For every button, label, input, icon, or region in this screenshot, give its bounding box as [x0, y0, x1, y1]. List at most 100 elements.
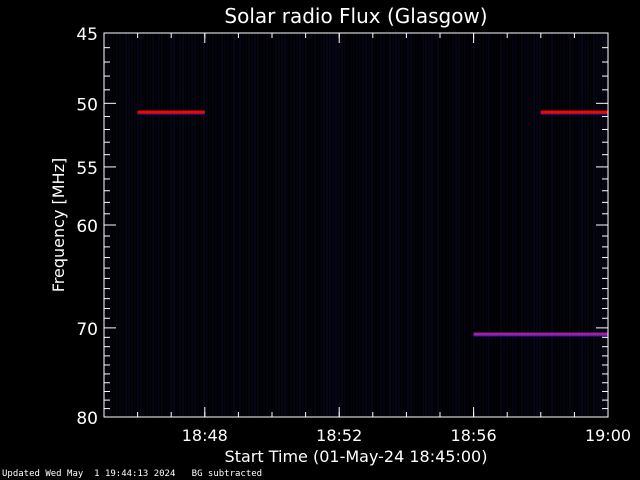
noise-streak	[275, 33, 277, 417]
noise-streak	[326, 33, 328, 417]
noise-streak	[140, 33, 142, 417]
noise-streak	[518, 33, 520, 417]
noise-streak	[344, 33, 346, 417]
noise-streak	[404, 33, 406, 417]
noise-streak	[350, 33, 352, 417]
y-axis: 45 50 55 60 70 80	[76, 25, 608, 429]
noise-streak	[134, 33, 136, 417]
noise-streak	[314, 33, 316, 417]
noise-streak	[338, 33, 340, 417]
noise-streak	[479, 33, 481, 417]
noise-streak	[497, 33, 499, 417]
noise-streak	[578, 33, 580, 417]
noise-streak	[167, 33, 169, 417]
noise-streak	[380, 33, 382, 417]
noise-streak	[434, 33, 436, 417]
noise-streak	[593, 33, 595, 417]
noise-streak	[560, 33, 562, 417]
noise-streak	[335, 33, 337, 417]
noise-streak	[227, 33, 229, 417]
noise-streak	[311, 33, 313, 417]
noise-streak	[476, 33, 478, 417]
noise-streak	[254, 33, 256, 417]
y-tick-label: 55	[76, 159, 98, 179]
noise-streak	[302, 33, 304, 417]
noise-streak	[242, 33, 244, 417]
noise-streak	[515, 33, 517, 417]
noise-streak	[461, 33, 463, 417]
noise-streak	[173, 33, 175, 417]
noise-streak	[512, 33, 514, 417]
noise-streak	[506, 33, 508, 417]
noise-streak	[527, 33, 529, 417]
noise-streak	[554, 33, 556, 417]
noise-streak	[398, 33, 400, 417]
noise-streak	[572, 33, 574, 417]
noise-streak	[185, 33, 187, 417]
noise-streak	[233, 33, 235, 417]
noise-streak	[590, 33, 592, 417]
noise-streak	[524, 33, 526, 417]
plot-area	[103, 32, 609, 418]
bg-subtracted-note: BG subtracted	[191, 469, 263, 479]
emission-band	[540, 110, 608, 114]
noise-streak	[449, 33, 451, 417]
noise-streak	[443, 33, 445, 417]
noise-streak	[464, 33, 466, 417]
noise-streak	[545, 33, 547, 417]
noise-streak	[266, 33, 268, 417]
noise-streak	[386, 33, 388, 417]
noise-streak	[152, 33, 154, 417]
noise-streak	[116, 33, 118, 417]
noise-streak	[320, 33, 322, 417]
noise-streak	[587, 33, 589, 417]
noise-streak	[467, 33, 469, 417]
noise-streak	[209, 33, 211, 417]
noise-streak	[368, 33, 370, 417]
x-axis-label: Start Time (01-May-24 18:45:00)	[225, 447, 488, 466]
noise-streak	[179, 33, 181, 417]
noise-streak	[425, 33, 427, 417]
noise-streak	[566, 33, 568, 417]
noise-streak	[374, 33, 376, 417]
noise-streak	[284, 33, 286, 417]
noise-streak	[455, 33, 457, 417]
noise-streak	[551, 33, 553, 417]
noise-streak	[128, 33, 130, 417]
noise-streak	[194, 33, 196, 417]
noise-streak	[539, 33, 541, 417]
noise-streak	[287, 33, 289, 417]
noise-streak	[371, 33, 373, 417]
noise-streak	[215, 33, 217, 417]
noise-streak	[188, 33, 190, 417]
noise-streak	[125, 33, 127, 417]
y-axis-label: Frequency [MHz]	[49, 158, 68, 292]
noise-streak	[263, 33, 265, 417]
noise-streak	[530, 33, 532, 417]
noise-streak	[149, 33, 151, 417]
noise-streak	[416, 33, 418, 417]
noise-streak	[230, 33, 232, 417]
noise-streak	[182, 33, 184, 417]
y-tick-label: 80	[76, 409, 98, 429]
noise-streak	[419, 33, 421, 417]
noise-streak	[158, 33, 160, 417]
noise-streak	[500, 33, 502, 417]
noise-streak	[584, 33, 586, 417]
noise-streak	[296, 33, 298, 417]
noise-streak	[251, 33, 253, 417]
noise-streak	[362, 33, 364, 417]
noise-streak	[341, 33, 343, 417]
noise-streak	[581, 33, 583, 417]
noise-streak	[422, 33, 424, 417]
x-axis: 18:48 18:52 18:56 19:00	[137, 33, 631, 445]
noise-streak	[452, 33, 454, 417]
x-tick-label: 19:00	[585, 426, 631, 445]
noise-streak	[191, 33, 193, 417]
noise-streak	[245, 33, 247, 417]
y-tick-label: 50	[76, 95, 98, 115]
noise-streak	[347, 33, 349, 417]
noise-streak	[236, 33, 238, 417]
noise-streak	[401, 33, 403, 417]
noise-streak	[323, 33, 325, 417]
